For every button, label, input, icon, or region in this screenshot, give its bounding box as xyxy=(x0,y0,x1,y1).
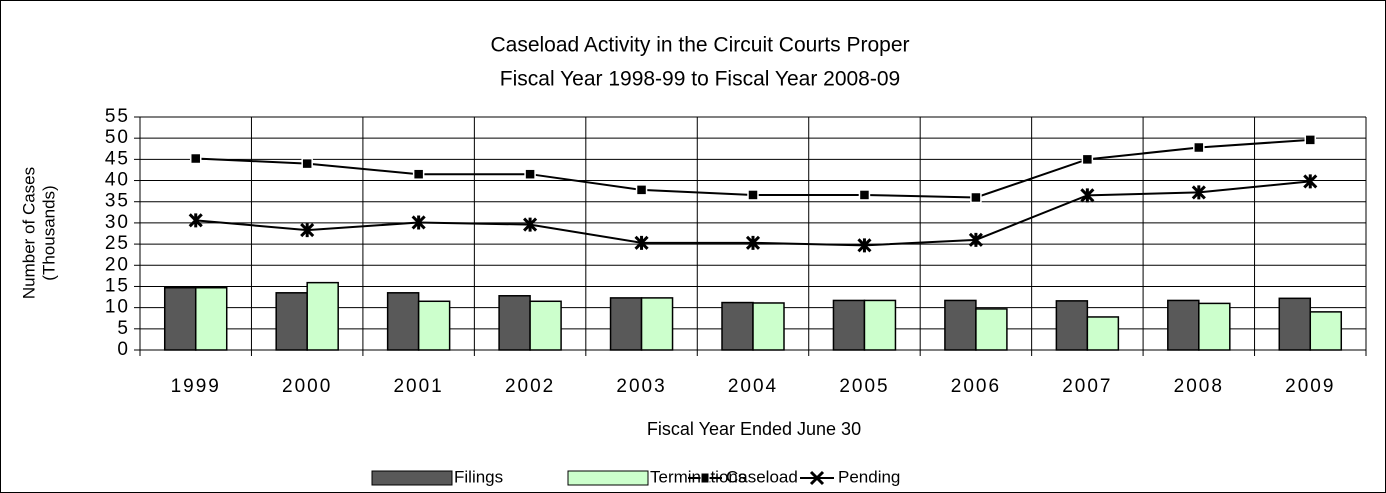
bar xyxy=(417,300,451,351)
bar xyxy=(386,292,420,351)
legend-label: Caseload xyxy=(726,467,798,486)
line-marker xyxy=(857,238,872,253)
legend-swatch xyxy=(371,470,453,486)
y-tick-label: 40 xyxy=(105,170,130,191)
line-marker xyxy=(968,232,983,247)
line-marker xyxy=(858,189,871,201)
y-axis-label-line: (Thousands) xyxy=(39,185,58,280)
legend-label: Filings xyxy=(454,467,503,486)
bar xyxy=(306,281,339,351)
line-marker xyxy=(411,215,426,230)
bar xyxy=(529,300,562,351)
line-marker xyxy=(189,152,202,165)
y-tick-label: 15 xyxy=(105,275,130,296)
marker-x xyxy=(634,235,649,250)
y-tick-label: 45 xyxy=(105,148,130,169)
line-marker xyxy=(745,235,761,250)
marker-x xyxy=(857,238,872,253)
y-tick-label: 25 xyxy=(105,233,130,254)
y-tick-label: 5 xyxy=(117,318,130,339)
x-tick-label: 2003 xyxy=(616,376,666,397)
marker-x xyxy=(1080,188,1095,203)
x-tick-label: 2000 xyxy=(282,376,332,397)
bar xyxy=(498,295,531,351)
y-tick-label: 0 xyxy=(117,339,130,360)
marker-x xyxy=(1191,185,1206,200)
legend-marker xyxy=(809,470,825,486)
bar xyxy=(1055,300,1089,351)
x-tick-label: 2008 xyxy=(1174,376,1224,397)
x-tick-label: 2009 xyxy=(1285,376,1335,397)
line-marker xyxy=(188,213,203,228)
bar xyxy=(863,299,897,351)
x-tick-label: 2004 xyxy=(728,376,778,397)
line-marker xyxy=(524,168,536,180)
line-marker xyxy=(301,157,313,170)
line-marker xyxy=(1081,153,1094,166)
legend-swatch xyxy=(567,470,649,486)
marker-x xyxy=(968,232,983,247)
line-marker xyxy=(970,191,982,204)
x-tick-label: 2005 xyxy=(839,376,889,397)
y-tick-label: 35 xyxy=(105,191,130,212)
y-tick-label: 55 xyxy=(105,106,130,127)
bar xyxy=(832,299,866,351)
y-tick-label: 50 xyxy=(105,127,130,148)
y-tick-label: 10 xyxy=(105,297,130,318)
marker-x xyxy=(188,213,203,228)
bar xyxy=(275,292,308,351)
bar xyxy=(1278,297,1312,351)
line-marker xyxy=(1193,141,1205,154)
marker-x xyxy=(523,217,538,232)
bar xyxy=(163,286,197,351)
marker-x xyxy=(745,235,761,250)
x-tick-label: 2001 xyxy=(393,376,443,397)
bar xyxy=(194,286,228,351)
line-marker xyxy=(1304,134,1317,146)
x-tick-label: 1999 xyxy=(171,376,221,397)
chart-subtitle: Fiscal Year 1998-99 to Fiscal Year 2008-… xyxy=(500,68,900,91)
x-tick-label: 2002 xyxy=(505,376,555,397)
line-marker xyxy=(412,168,425,180)
bar xyxy=(721,301,754,351)
bar xyxy=(1309,311,1343,351)
x-axis-label: Fiscal Year Ended June 30 xyxy=(647,419,861,439)
line-marker xyxy=(1303,174,1318,189)
line-marker xyxy=(523,217,538,232)
legend-label: Terminations xyxy=(650,467,746,486)
line-marker xyxy=(635,184,648,196)
line-marker xyxy=(300,223,315,238)
marker-x xyxy=(1303,174,1318,189)
bar xyxy=(640,297,674,351)
line-marker xyxy=(1080,188,1095,203)
bar xyxy=(975,308,1008,351)
marker-x xyxy=(300,223,315,238)
y-axis-label: Number of Cases (Thousands) xyxy=(19,167,58,299)
bar xyxy=(1086,316,1120,351)
line-marker xyxy=(634,235,649,250)
chart-title: Caseload Activity in the Circuit Courts … xyxy=(490,34,909,57)
legend-label: Pending xyxy=(838,467,900,486)
x-tick-label: 2006 xyxy=(951,376,1001,397)
legend-marker xyxy=(700,472,710,484)
bar xyxy=(944,299,977,351)
line-marker xyxy=(747,189,759,201)
bar xyxy=(609,297,643,351)
y-tick-label: 20 xyxy=(105,254,130,275)
x-tick-label: 2007 xyxy=(1062,376,1112,397)
y-tick-label: 30 xyxy=(105,212,130,233)
bar xyxy=(1167,299,1200,351)
bar xyxy=(752,302,785,351)
bar xyxy=(1198,302,1231,351)
marker-x xyxy=(411,215,426,230)
line-marker xyxy=(1191,185,1206,200)
y-axis-label-line: Number of Cases xyxy=(19,167,38,299)
